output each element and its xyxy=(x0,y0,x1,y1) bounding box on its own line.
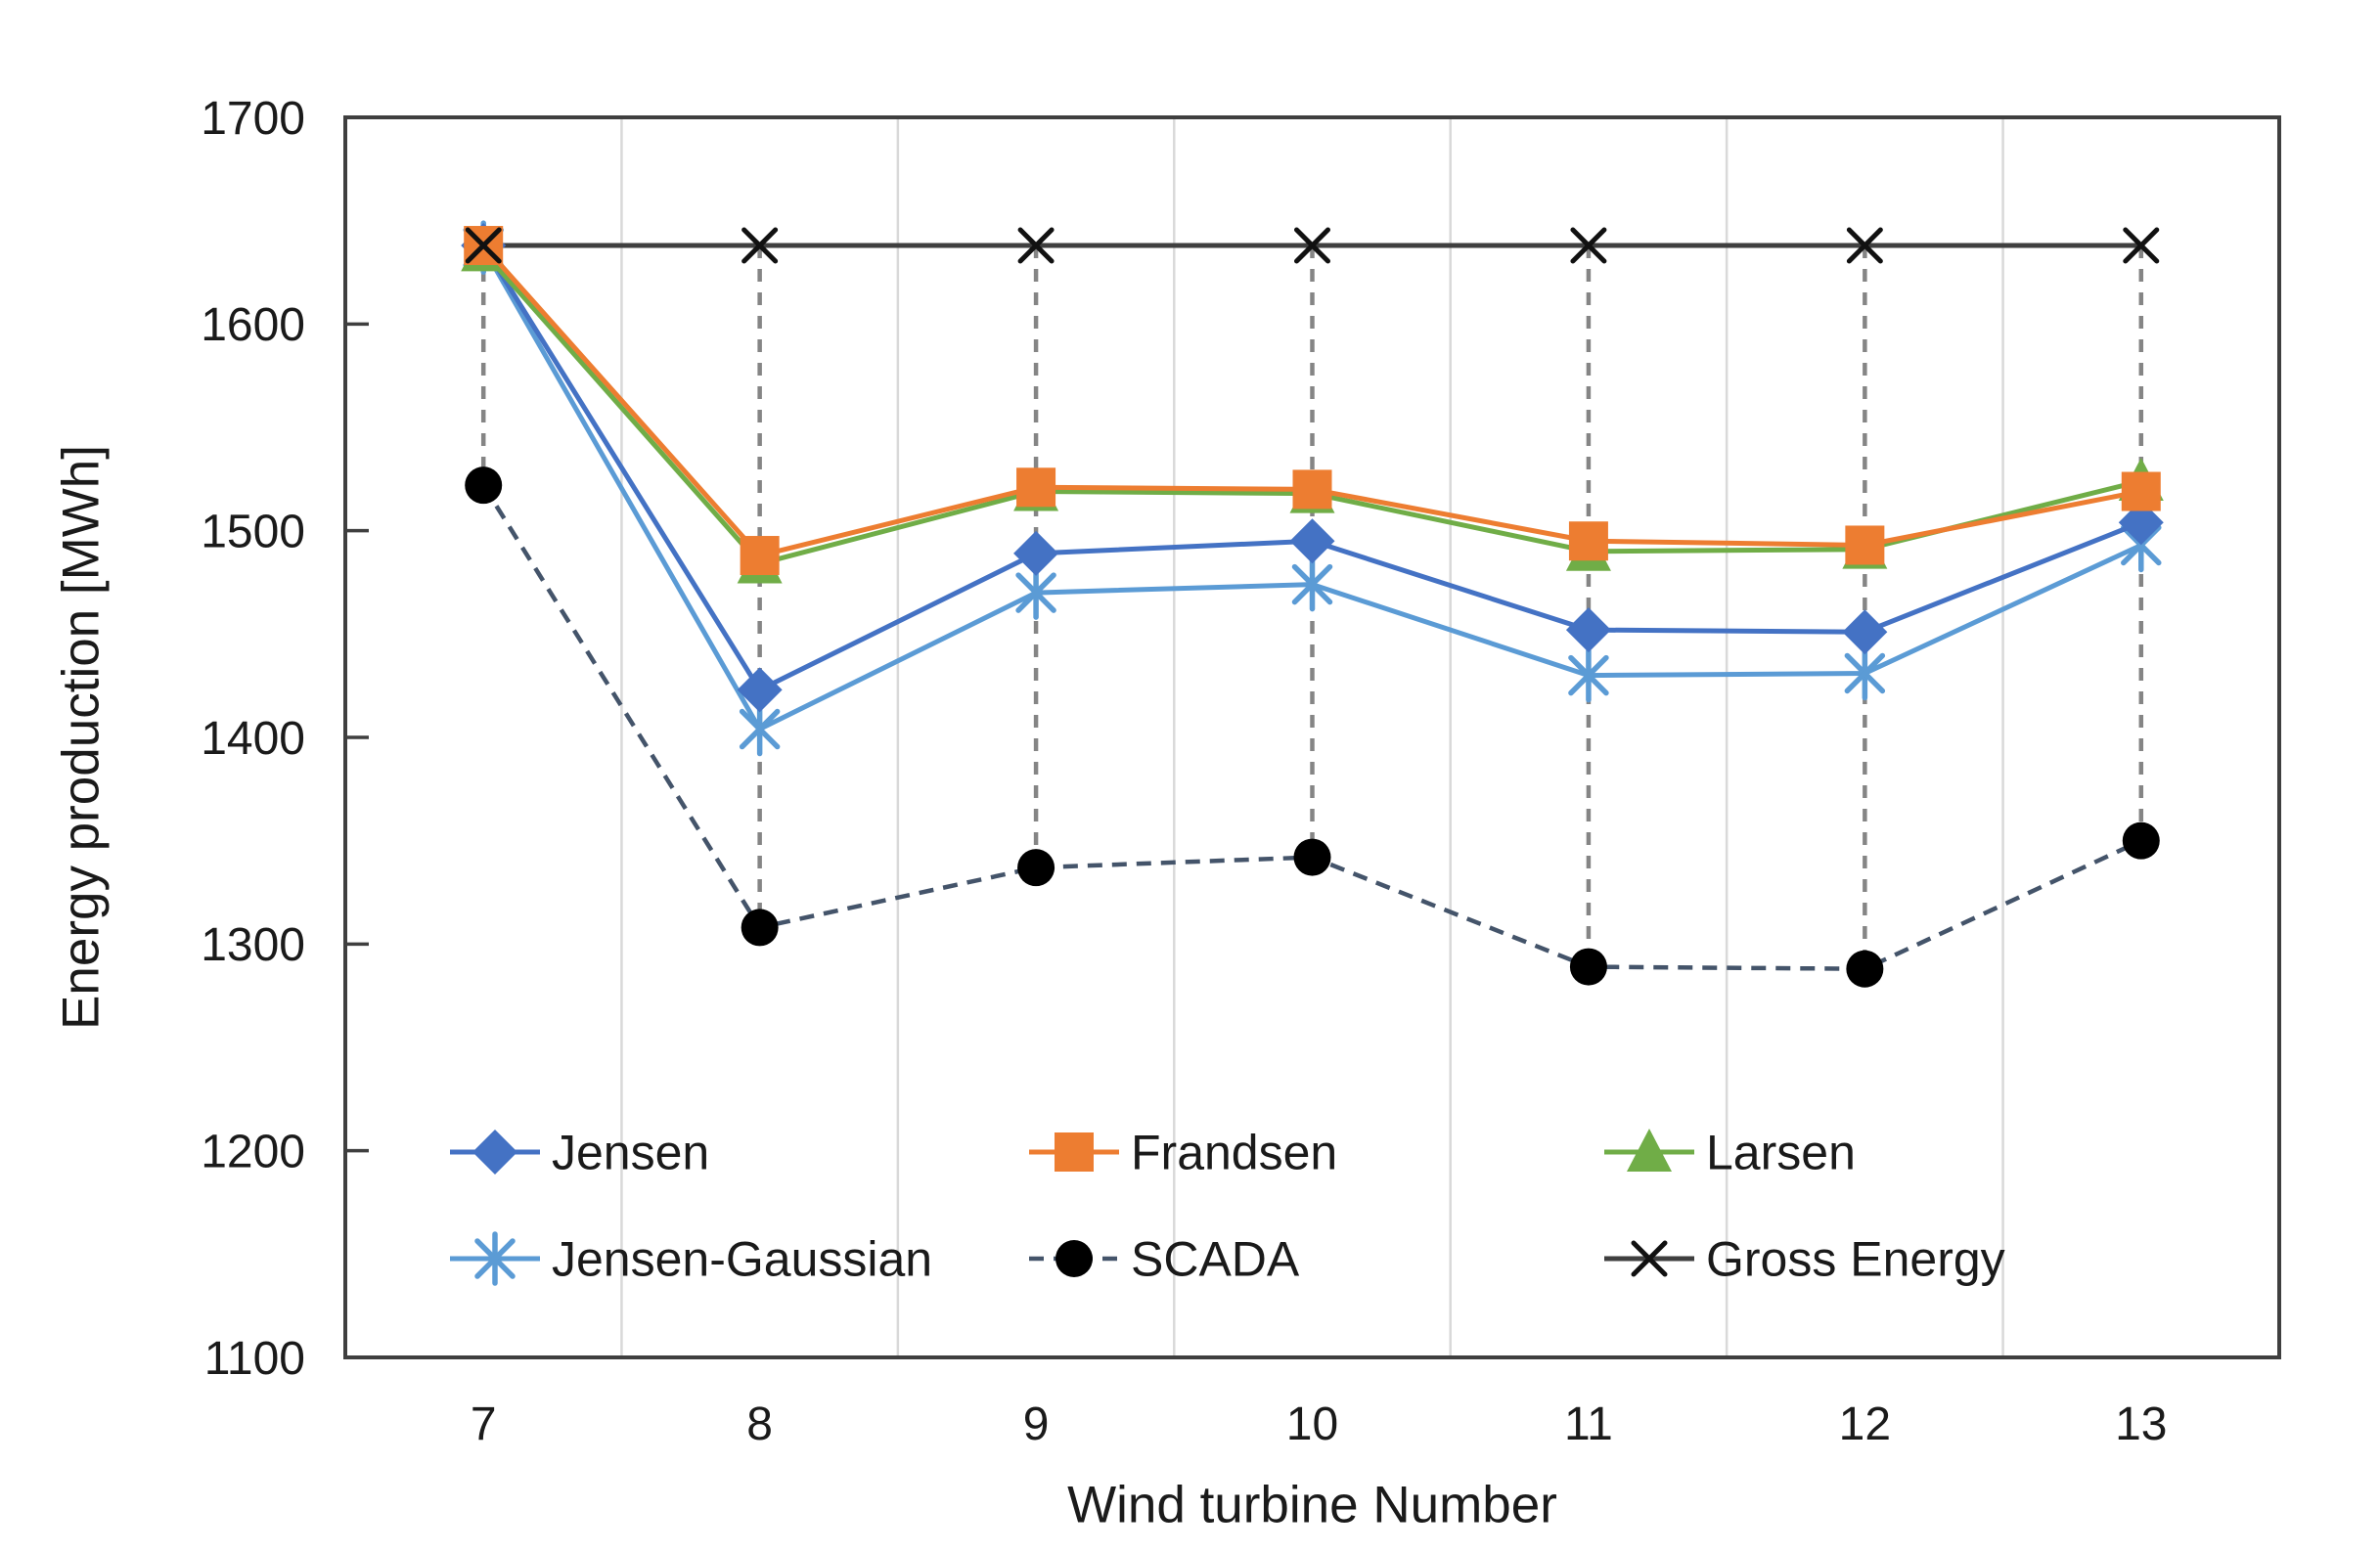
series-gross-energy xyxy=(465,227,2160,264)
marker-gross-energy-7 xyxy=(465,227,502,264)
y-tick-label-1500: 1500 xyxy=(201,506,305,557)
marker-scada-7 xyxy=(465,466,503,505)
y-axis-title: Energy production [MWh] xyxy=(53,445,111,1030)
marker-gross-energy-8 xyxy=(741,227,779,264)
marker-scada-11 xyxy=(1569,948,1607,986)
marker-scada-10 xyxy=(1293,838,1331,876)
series-frandsen xyxy=(464,226,2161,576)
legend-item-gross-energy: Gross Energy xyxy=(1604,1232,2005,1287)
x-tick-label-13: 13 xyxy=(2115,1398,2167,1450)
marker-jensen-10 xyxy=(1289,518,1335,564)
legend-label-gross-energy: Gross Energy xyxy=(1706,1232,2005,1287)
legend-marker-jensen xyxy=(472,1130,517,1175)
x-tick-label-11: 11 xyxy=(1564,1398,1613,1450)
marker-scada-12 xyxy=(1846,950,1884,988)
marker-frandsen-8 xyxy=(740,536,780,576)
marker-jensen-12 xyxy=(1842,609,1888,655)
marker-jensen-11 xyxy=(1565,607,1611,653)
x-tick-label-9: 9 xyxy=(1023,1398,1050,1450)
legend-marker-larsen xyxy=(1627,1129,1672,1172)
legend-label-jensen-gaussian: Jensen-Gaussian xyxy=(552,1232,932,1287)
legend-label-frandsen: Frandsen xyxy=(1131,1126,1337,1180)
marker-jensen-gaussian-9 xyxy=(1015,565,1056,620)
marker-scada-9 xyxy=(1017,849,1055,887)
marker-jensen-gaussian-11 xyxy=(1568,647,1609,703)
y-tick-label-1600: 1600 xyxy=(201,299,305,351)
legend-marker-scada xyxy=(1055,1240,1093,1277)
marker-frandsen-13 xyxy=(2121,471,2161,511)
legend-label-scada: SCADA xyxy=(1131,1232,1300,1287)
marker-gross-energy-13 xyxy=(2123,227,2160,264)
marker-jensen-9 xyxy=(1013,530,1059,576)
y-tick-label-1200: 1200 xyxy=(201,1126,305,1177)
x-tick-label-10: 10 xyxy=(1286,1398,1338,1450)
y-tick-label-1100: 1100 xyxy=(204,1333,305,1385)
y-tick-label-1400: 1400 xyxy=(201,713,305,765)
x-tick-label-12: 12 xyxy=(1839,1398,1891,1450)
legend-marker-frandsen xyxy=(1055,1132,1094,1172)
marker-frandsen-9 xyxy=(1016,467,1056,508)
series-scada xyxy=(465,466,2160,988)
x-tick-label-7: 7 xyxy=(471,1398,497,1450)
marker-frandsen-12 xyxy=(1845,525,1885,565)
legend: Jensen Frandsen Larsen Jensen-Gaussian SCADA… xyxy=(450,1126,2005,1287)
legend-item-jensen-gaussian: Jensen-Gaussian xyxy=(450,1231,932,1287)
marker-frandsen-10 xyxy=(1292,469,1332,510)
y-tick-label-1700: 1700 xyxy=(201,93,305,145)
marker-gross-energy-10 xyxy=(1294,227,1330,264)
legend-marker-gross-energy xyxy=(1631,1240,1668,1277)
marker-gross-energy-12 xyxy=(1846,227,1883,264)
legend-label-jensen: Jensen xyxy=(552,1126,709,1180)
legend-marker-jensen-gaussian xyxy=(474,1231,516,1286)
marker-scada-13 xyxy=(2122,821,2160,860)
y-tick-label-1300: 1300 xyxy=(201,919,305,971)
gridlines xyxy=(620,117,2004,1357)
marker-gross-energy-11 xyxy=(1570,227,1607,264)
x-axis-title: Wind turbine Number xyxy=(1067,1477,1557,1534)
marker-jensen-gaussian-12 xyxy=(1844,645,1886,701)
legend-item-scada: SCADA xyxy=(1029,1232,1300,1287)
marker-jensen-13 xyxy=(2118,500,2164,546)
y-axis-ticks xyxy=(345,322,369,1153)
legend-item-frandsen: Frandsen xyxy=(1029,1126,1337,1180)
y-axis-tick-labels: 1700 1600 1500 1400 1300 1200 1100 xyxy=(201,93,305,1385)
legend-label-larsen: Larsen xyxy=(1706,1126,1856,1180)
marker-gross-energy-9 xyxy=(1017,227,1055,264)
marker-frandsen-11 xyxy=(1568,521,1608,561)
marker-scada-8 xyxy=(741,909,779,947)
marker-jensen-8 xyxy=(737,667,783,713)
x-tick-label-8: 8 xyxy=(746,1398,773,1450)
legend-item-larsen: Larsen xyxy=(1604,1126,1856,1180)
x-axis-tick-labels: 7 8 9 10 11 12 13 xyxy=(471,1398,2168,1450)
marker-jensen-gaussian-8 xyxy=(739,701,781,757)
legend-item-jensen: Jensen xyxy=(450,1126,709,1180)
marker-jensen-gaussian-10 xyxy=(1291,556,1333,612)
